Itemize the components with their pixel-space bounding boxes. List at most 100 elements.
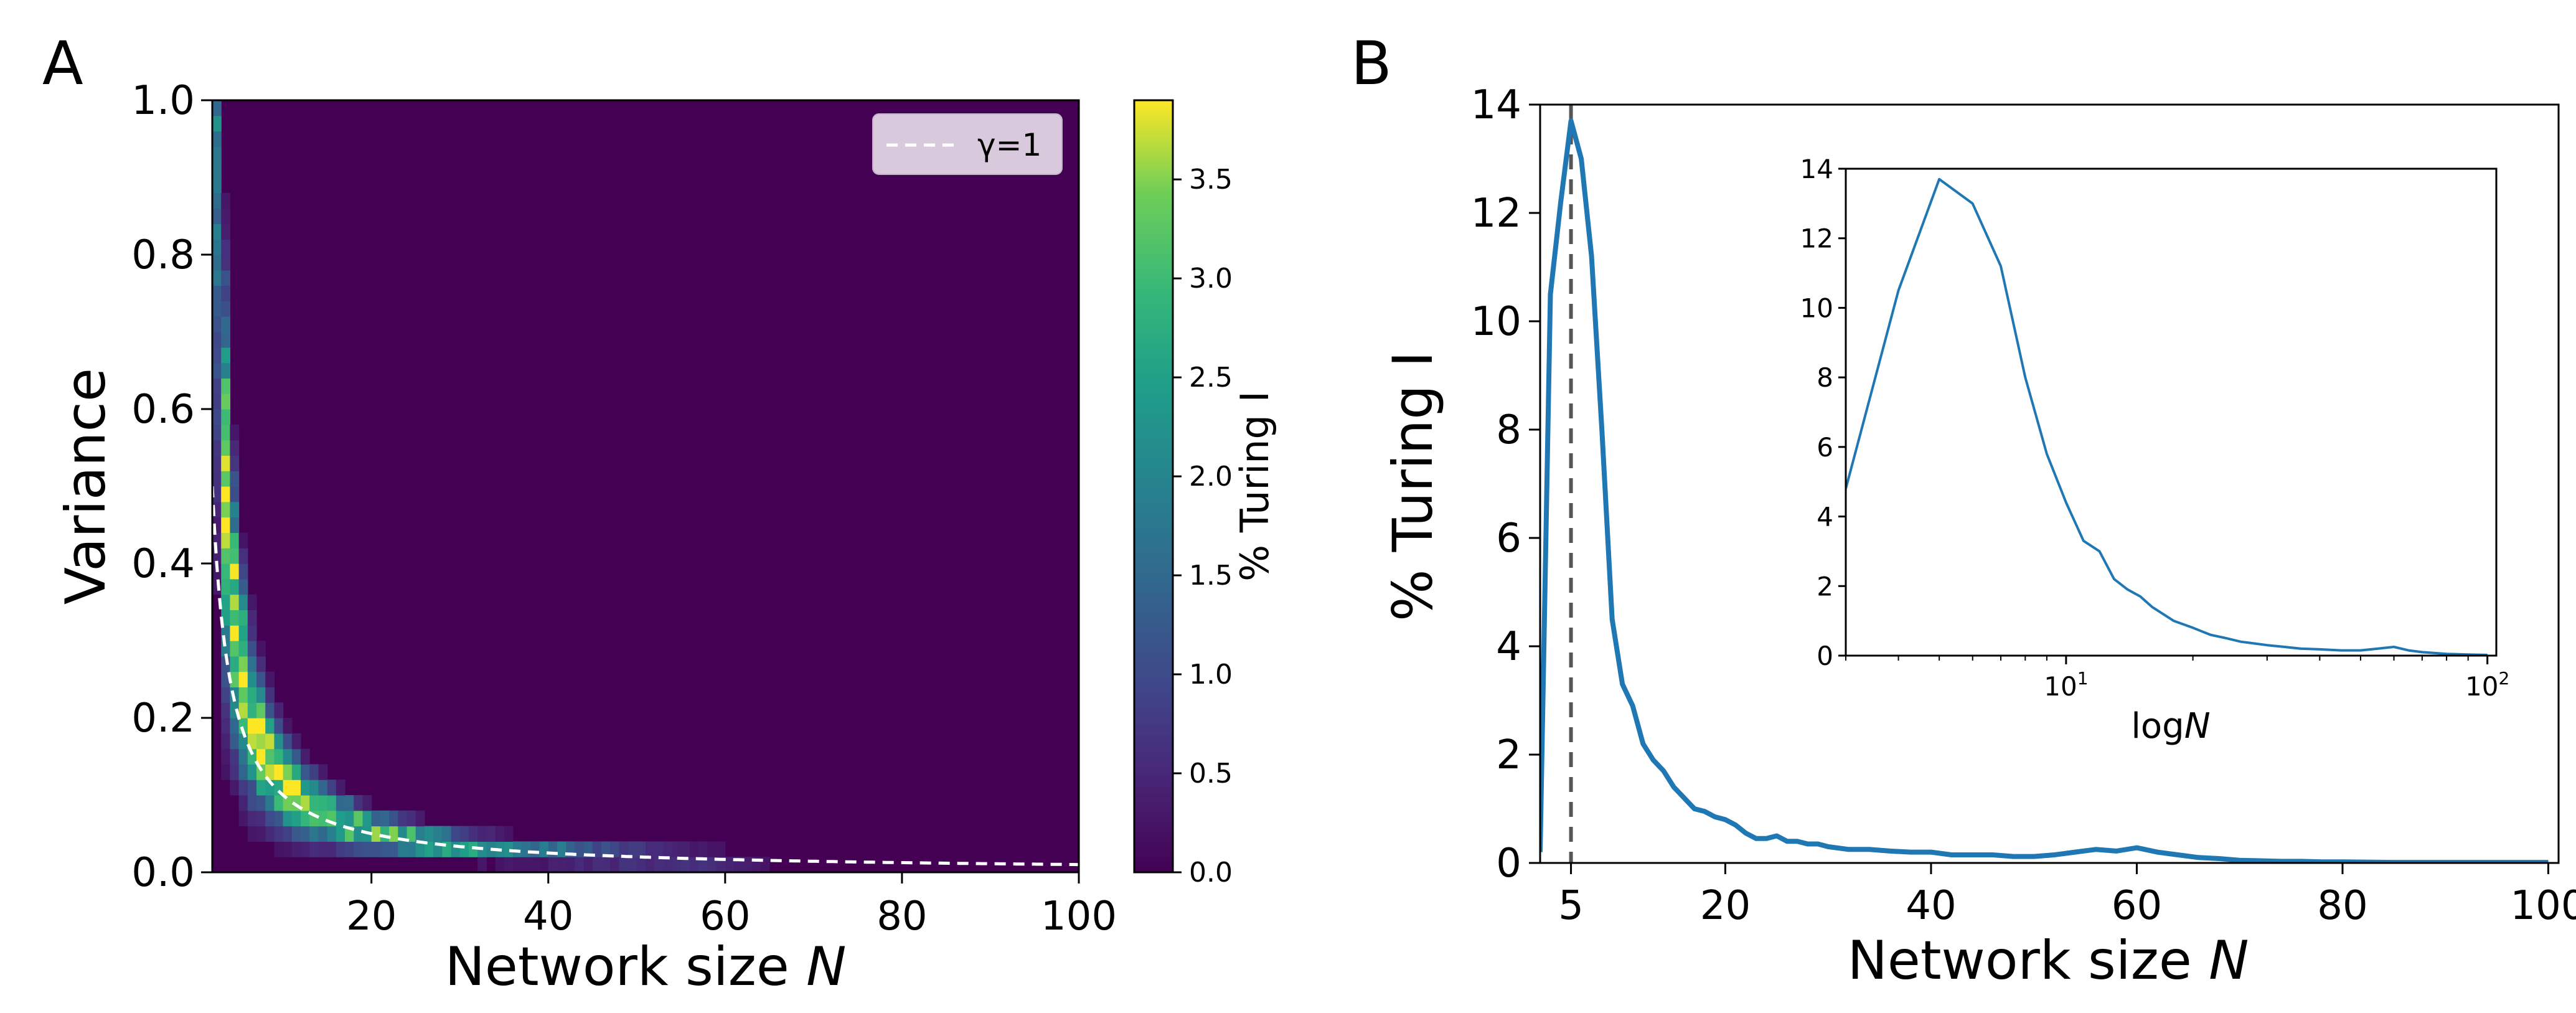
y-tick-label: 0: [1496, 841, 1521, 887]
heatmap-cell: [504, 841, 514, 857]
heatmap-cell: [212, 146, 222, 163]
heatmap-cell: [212, 239, 222, 255]
heatmap-cell: [301, 795, 310, 811]
heatmap-cell: [680, 841, 690, 857]
heatmap-cell: [212, 177, 222, 194]
heatmap-cell: [247, 718, 257, 734]
heatmap-cell: [459, 826, 469, 842]
heatmap-cell: [619, 841, 629, 857]
heatmap-cell: [318, 826, 328, 842]
inset-y-tick-label: 12: [1800, 224, 1833, 254]
y-tick-label: 14: [1471, 82, 1521, 128]
heatmap-cell: [256, 826, 266, 842]
heatmap-cell: [256, 718, 266, 734]
heatmap-cell: [415, 826, 425, 842]
heatmap-cell: [265, 671, 275, 687]
heatmap-cell: [274, 733, 284, 750]
heatmap-cell: [238, 702, 248, 719]
heatmap-cell: [221, 347, 231, 364]
heatmap-cell: [301, 764, 310, 780]
heatmap-cell: [389, 810, 398, 827]
y-tick-label: 0.0: [131, 850, 195, 896]
heatmap-cell: [477, 826, 487, 842]
heatmap-cell: [690, 857, 699, 872]
heatmap-cell: [274, 826, 284, 842]
heatmap-cell: [265, 748, 275, 765]
heatmap-cell: [530, 841, 540, 857]
heatmap-background: [212, 100, 1079, 872]
heatmap-cell: [274, 702, 284, 719]
heatmap-cell: [327, 826, 337, 842]
heatmap-cell: [557, 841, 566, 857]
heatmap-cell: [238, 532, 248, 549]
heatmap-cell: [265, 718, 275, 734]
heatmap-cell: [230, 780, 240, 796]
heatmap-cell: [407, 841, 416, 857]
heatmap-cell: [301, 826, 310, 842]
heatmap-cell: [477, 857, 487, 872]
heatmap-cell: [230, 532, 240, 549]
heatmap-cell: [212, 270, 222, 286]
heatmap-cell: [362, 810, 372, 827]
heatmap-cell: [221, 424, 231, 441]
heatmap-cell: [247, 702, 257, 719]
y-tick-label: 4: [1496, 624, 1521, 670]
heatmap-cell: [690, 841, 699, 857]
heatmap-cell: [301, 748, 310, 765]
heatmap-cell: [283, 810, 293, 827]
heatmap-cell: [283, 733, 293, 750]
heatmap-cell: [256, 656, 266, 672]
heatmap-cell: [212, 393, 222, 410]
heatmap-cell: [221, 486, 231, 502]
heatmap-cell: [654, 841, 664, 857]
heatmap-cell: [274, 841, 284, 857]
heatmap-cell: [468, 826, 478, 842]
heatmap-cell: [345, 795, 354, 811]
heatmap-cell: [636, 841, 646, 857]
heatmap-cell: [212, 455, 222, 471]
panel-b-x-axis-label-var: N: [2209, 930, 2249, 992]
panel-b-y-axis-label: % Turing I: [1381, 351, 1445, 621]
heatmap-cell: [663, 857, 673, 872]
panel-a-legend: γ=1: [872, 113, 1063, 175]
panel-b-y-ticks: 0 2 4 6 8 10 12 14: [1471, 82, 1540, 887]
heatmap-cell: [610, 857, 619, 872]
x-tick-label: 60: [700, 893, 750, 940]
panel-b-plot-frame: [1539, 103, 2560, 864]
heatmap-cell: [212, 378, 222, 394]
heatmap-cell: [212, 100, 222, 116]
heatmap-cell: [725, 857, 735, 872]
heatmap-cell: [265, 795, 275, 811]
heatmap-cell: [221, 192, 231, 209]
inset-x-axis-label: logN: [2131, 706, 2210, 747]
heatmap-cell: [221, 471, 231, 487]
heatmap-cell: [265, 687, 275, 703]
heatmap-cell: [230, 748, 240, 765]
heatmap-cell: [459, 841, 469, 857]
x-tick-label: 5: [1558, 883, 1584, 929]
heatmap-cell: [601, 841, 611, 857]
heatmap-cell: [398, 810, 408, 827]
heatmap-cell: [212, 224, 222, 240]
heatmap-cell: [318, 841, 328, 857]
heatmap-cell: [274, 718, 284, 734]
heatmap-cell: [221, 748, 231, 765]
heatmap-cell: [212, 115, 222, 132]
heatmap-cell: [238, 795, 248, 811]
y-tick-label: 12: [1471, 191, 1521, 237]
heatmap-cell: [309, 841, 319, 857]
heatmap-cell: [221, 362, 231, 379]
heatmap-cell: [221, 255, 231, 271]
heatmap-cell: [238, 687, 248, 703]
heatmap-cell: [230, 610, 240, 626]
inset-series-line: [1846, 177, 2488, 656]
heatmap-cell: [424, 841, 434, 857]
panel-a-x-axis-label-text: Network size: [445, 936, 807, 998]
inset-x-tick-label: 101: [2044, 668, 2088, 702]
colorbar-tick-label: 0.0: [1189, 857, 1233, 888]
heatmap-cell: [212, 471, 222, 487]
heatmap-cell: [345, 810, 354, 827]
y-tick-label: 1.0: [131, 78, 195, 124]
heatmap-cell: [230, 594, 240, 610]
heatmap-cell: [380, 810, 390, 827]
